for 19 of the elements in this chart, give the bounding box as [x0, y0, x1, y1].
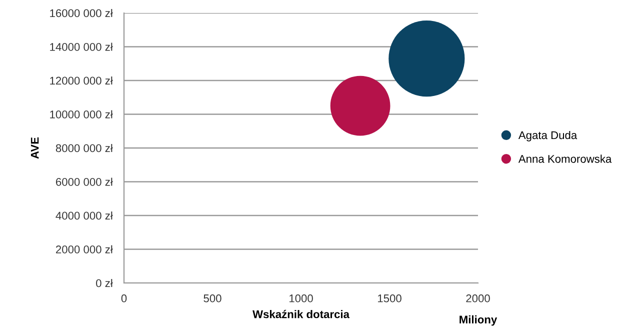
y-tick-label: 8000 000 zł — [56, 144, 113, 152]
y-tick-label: 12000 000 zł — [50, 76, 113, 85]
y-axis-title: AVE — [30, 137, 39, 159]
x-axis-title: Wskaźnik dotarcia — [252, 310, 350, 318]
y-tick-label: 0 zł — [96, 278, 113, 288]
text: Miliony — [460, 315, 498, 326]
x-tick-label: 1500 — [378, 294, 402, 302]
x-tick-label: 2000 — [466, 294, 490, 302]
x-tick-label: 500 — [204, 294, 222, 302]
y-tick-label: 14000 000 zł — [50, 42, 113, 51]
y-tick-label: 16000 000 zł — [50, 8, 113, 18]
x-tick-label: 1000 — [289, 294, 313, 302]
legend-label: Anna Komorowska — [518, 154, 612, 163]
x-tick-label: 0 — [121, 294, 127, 302]
y-tick-label: 4000 000 zł — [56, 211, 113, 220]
y-tick-label: 2000 000 zł — [56, 245, 113, 254]
y-tick-label: 6000 000 zł — [56, 178, 113, 186]
y-tick-label: 10000 000 zł — [50, 110, 113, 118]
legend-label: Agata Duda — [518, 130, 578, 142]
